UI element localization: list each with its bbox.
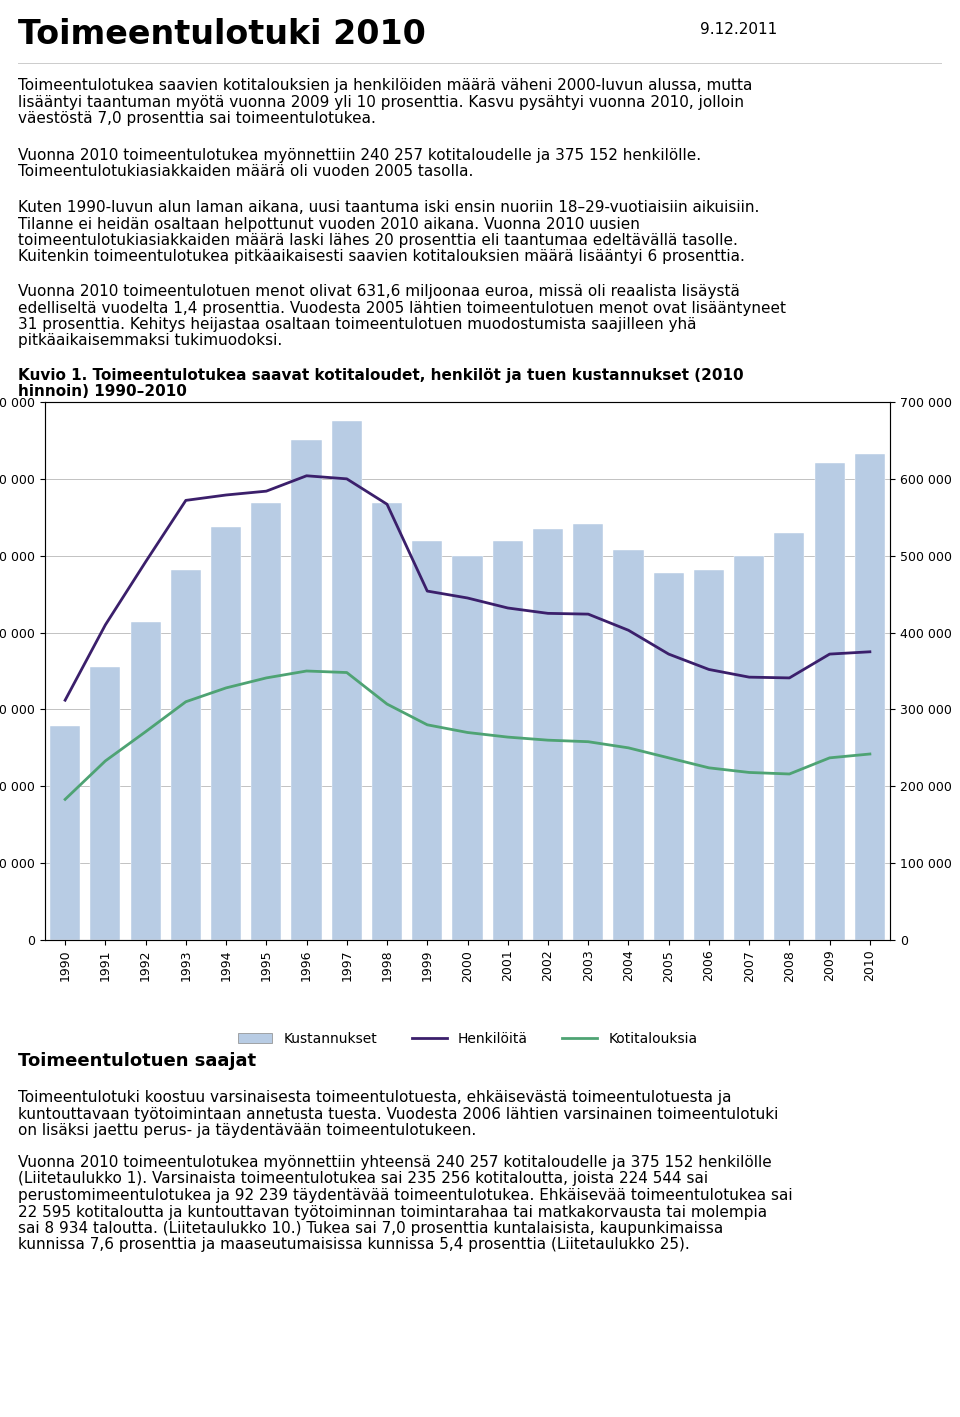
Text: Kuvio 1. Toimeentulotukea saavat kotitaloudet, henkilöt ja tuen kustannukset (20: Kuvio 1. Toimeentulotukea saavat kotital… (18, 368, 744, 383)
Text: kuntouttavaan työtoimintaan annetusta tuesta. Vuodesta 2006 lähtien varsinainen : kuntouttavaan työtoimintaan annetusta tu… (18, 1107, 779, 1121)
Bar (372, 503, 402, 939)
Text: Toimeentulotuki 2010: Toimeentulotuki 2010 (18, 18, 426, 51)
Text: Vuonna 2010 toimeentulotuen menot olivat 631,6 miljoonaa euroa, missä oli reaali: Vuonna 2010 toimeentulotuen menot olivat… (18, 283, 740, 299)
Text: väestöstä 7,0 prosenttia sai toimeentulotukea.: väestöstä 7,0 prosenttia sai toimeentulo… (18, 111, 376, 126)
Bar (90, 667, 120, 939)
Bar (533, 529, 564, 939)
Bar (171, 570, 201, 939)
Bar (654, 572, 684, 939)
Text: Toimeentulotukiasiakkaiden määrä oli vuoden 2005 tasolla.: Toimeentulotukiasiakkaiden määrä oli vuo… (18, 164, 473, 180)
Text: 22 595 kotitaloutta ja kuntouttavan työtoiminnan toimintarahaa tai matkakorvaust: 22 595 kotitaloutta ja kuntouttavan työt… (18, 1204, 767, 1220)
Bar (734, 555, 764, 939)
Bar (412, 541, 443, 939)
Bar (492, 541, 523, 939)
Bar (252, 503, 281, 939)
Text: edelliseltä vuodelta 1,4 prosenttia. Vuodesta 2005 lähtien toimeentulotuen menot: edelliseltä vuodelta 1,4 prosenttia. Vuo… (18, 300, 786, 316)
Text: Toimeentulotuki koostuu varsinaisesta toimeentulotuesta, ehkäisevästä toimeentul: Toimeentulotuki koostuu varsinaisesta to… (18, 1090, 732, 1105)
Text: pitkäaikaisemmaksi tukimuodoksi.: pitkäaikaisemmaksi tukimuodoksi. (18, 333, 282, 349)
Text: sai 8 934 taloutta. (Liitetaulukko 10.) Tukea sai 7,0 prosenttia kuntalaisista, : sai 8 934 taloutta. (Liitetaulukko 10.) … (18, 1221, 723, 1236)
Text: perustomimeentulotukea ja 92 239 täydentävää toimeentulotukea. Ehkäisevää toimee: perustomimeentulotukea ja 92 239 täydent… (18, 1187, 793, 1203)
Text: Toimeentulotuen saajat: Toimeentulotuen saajat (18, 1051, 256, 1070)
Bar (131, 622, 160, 939)
Text: kunnissa 7,6 prosenttia ja maaseutumaisissa kunnissa 5,4 prosenttia (Liitetauluk: kunnissa 7,6 prosenttia ja maaseutumaisi… (18, 1237, 689, 1253)
Text: 31 prosenttia. Kehitys heijastaa osaltaan toimeentulotuen muodostumista saajille: 31 prosenttia. Kehitys heijastaa osaltaa… (18, 317, 697, 332)
Text: toimeentulotukiasiakkaiden määrä laski lähes 20 prosenttia eli taantumaa edeltäv: toimeentulotukiasiakkaiden määrä laski l… (18, 232, 738, 248)
Text: Kuten 1990-luvun alun laman aikana, uusi taantuma iski ensin nuoriin 18–29-vuoti: Kuten 1990-luvun alun laman aikana, uusi… (18, 200, 759, 215)
Text: Vuonna 2010 toimeentulotukea myönnettiin 240 257 kotitaloudelle ja 375 152 henki: Vuonna 2010 toimeentulotukea myönnettiin… (18, 147, 701, 163)
Bar (292, 441, 322, 939)
Legend: Kustannukset, Henkilöitä, Kotitalouksia: Kustannukset, Henkilöitä, Kotitalouksia (232, 1026, 703, 1051)
Bar (211, 527, 241, 939)
Text: hinnoin) 1990–2010: hinnoin) 1990–2010 (18, 384, 187, 400)
Bar (694, 570, 724, 939)
Text: Vuonna 2010 toimeentulotukea myönnettiin yhteensä 240 257 kotitaloudelle ja 375 : Vuonna 2010 toimeentulotukea myönnettiin… (18, 1155, 772, 1170)
Text: on lisäksi jaettu perus- ja täydentävään toimeentulotukeen.: on lisäksi jaettu perus- ja täydentävään… (18, 1124, 476, 1138)
Bar (854, 455, 885, 939)
Text: 9.12.2011: 9.12.2011 (700, 23, 778, 37)
Text: Toimeentulotukea saavien kotitalouksien ja henkilöiden määrä väheni 2000-luvun a: Toimeentulotukea saavien kotitalouksien … (18, 78, 753, 94)
Bar (814, 463, 845, 939)
Text: lisääntyi taantuman myötä vuonna 2009 yli 10 prosenttia. Kasvu pysähtyi vuonna 2: lisääntyi taantuman myötä vuonna 2009 yl… (18, 95, 744, 109)
Bar (613, 550, 643, 939)
Text: Tilanne ei heidän osaltaan helpottunut vuoden 2010 aikana. Vuonna 2010 uusien: Tilanne ei heidän osaltaan helpottunut v… (18, 217, 640, 231)
Bar (452, 555, 483, 939)
Text: Kuitenkin toimeentulotukea pitkäaikaisesti saavien kotitalouksien määrä lisäänty: Kuitenkin toimeentulotukea pitkäaikaises… (18, 249, 745, 265)
Bar (775, 533, 804, 939)
Bar (50, 727, 81, 939)
Bar (332, 421, 362, 939)
Text: (Liitetaulukko 1). Varsinaista toimeentulotukea sai 235 256 kotitaloutta, joista: (Liitetaulukko 1). Varsinaista toimeentu… (18, 1172, 708, 1186)
Bar (573, 524, 603, 939)
